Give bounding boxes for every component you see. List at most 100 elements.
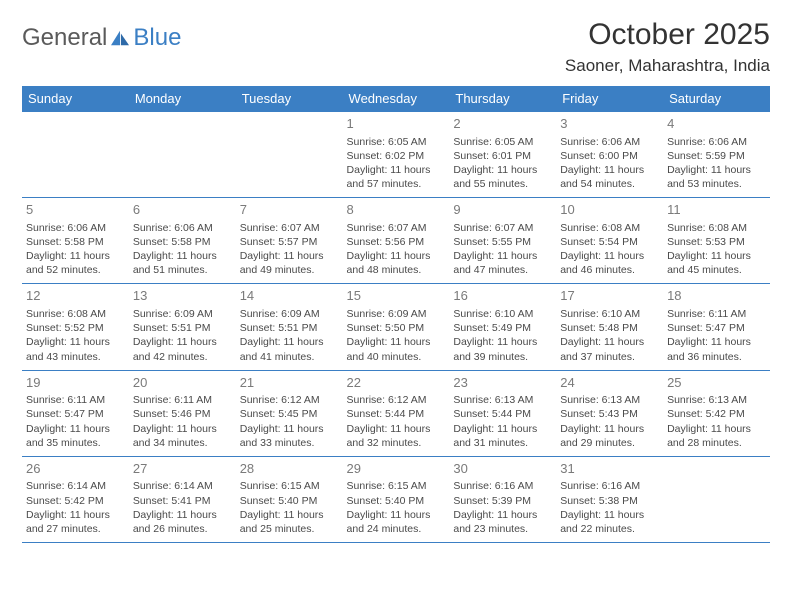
sunset-line: Sunset: 5:58 PM (26, 235, 125, 249)
sunrise-line: Sunrise: 6:10 AM (560, 307, 659, 321)
calendar-day-cell: 18Sunrise: 6:11 AMSunset: 5:47 PMDayligh… (663, 284, 770, 370)
sunrise-line: Sunrise: 6:14 AM (26, 479, 125, 493)
sunrise-line: Sunrise: 6:12 AM (240, 393, 339, 407)
sunrise-line: Sunrise: 6:09 AM (133, 307, 232, 321)
weekday-header: Saturday (663, 86, 770, 112)
weekday-header: Thursday (449, 86, 556, 112)
daylight-line: Daylight: 11 hours and 32 minutes. (347, 422, 446, 450)
sunrise-line: Sunrise: 6:07 AM (347, 221, 446, 235)
daylight-line: Daylight: 11 hours and 34 minutes. (133, 422, 232, 450)
day-number: 18 (667, 287, 766, 305)
calendar-week-row: 19Sunrise: 6:11 AMSunset: 5:47 PMDayligh… (22, 370, 770, 456)
sunrise-line: Sunrise: 6:06 AM (667, 135, 766, 149)
daylight-line: Daylight: 11 hours and 24 minutes. (347, 508, 446, 536)
sunset-line: Sunset: 5:59 PM (667, 149, 766, 163)
day-number: 22 (347, 374, 446, 392)
calendar-empty-cell (663, 456, 770, 542)
month-title: October 2025 (565, 18, 770, 52)
day-number: 3 (560, 115, 659, 133)
day-number: 25 (667, 374, 766, 392)
day-number: 23 (453, 374, 552, 392)
sunset-line: Sunset: 5:38 PM (560, 494, 659, 508)
sunrise-line: Sunrise: 6:08 AM (26, 307, 125, 321)
sunset-line: Sunset: 5:49 PM (453, 321, 552, 335)
sunset-line: Sunset: 5:40 PM (240, 494, 339, 508)
weekday-header: Sunday (22, 86, 129, 112)
sunrise-line: Sunrise: 6:13 AM (453, 393, 552, 407)
sunrise-line: Sunrise: 6:10 AM (453, 307, 552, 321)
day-number: 24 (560, 374, 659, 392)
sunset-line: Sunset: 5:50 PM (347, 321, 446, 335)
daylight-line: Daylight: 11 hours and 51 minutes. (133, 249, 232, 277)
sunset-line: Sunset: 5:51 PM (133, 321, 232, 335)
calendar-empty-cell (129, 112, 236, 198)
calendar-day-cell: 9Sunrise: 6:07 AMSunset: 5:55 PMDaylight… (449, 198, 556, 284)
day-number: 30 (453, 460, 552, 478)
day-number: 8 (347, 201, 446, 219)
sunrise-line: Sunrise: 6:09 AM (347, 307, 446, 321)
weekday-header: Friday (556, 86, 663, 112)
sunrise-line: Sunrise: 6:15 AM (240, 479, 339, 493)
day-number: 11 (667, 201, 766, 219)
sunrise-line: Sunrise: 6:15 AM (347, 479, 446, 493)
calendar-day-cell: 23Sunrise: 6:13 AMSunset: 5:44 PMDayligh… (449, 370, 556, 456)
sunset-line: Sunset: 5:43 PM (560, 407, 659, 421)
sunrise-line: Sunrise: 6:16 AM (560, 479, 659, 493)
sunrise-line: Sunrise: 6:13 AM (667, 393, 766, 407)
day-number: 31 (560, 460, 659, 478)
calendar-day-cell: 26Sunrise: 6:14 AMSunset: 5:42 PMDayligh… (22, 456, 129, 542)
day-number: 16 (453, 287, 552, 305)
daylight-line: Daylight: 11 hours and 53 minutes. (667, 163, 766, 191)
day-number: 9 (453, 201, 552, 219)
sunset-line: Sunset: 5:55 PM (453, 235, 552, 249)
sunset-line: Sunset: 5:47 PM (26, 407, 125, 421)
daylight-line: Daylight: 11 hours and 36 minutes. (667, 335, 766, 363)
brand-part1: General (22, 24, 107, 52)
day-number: 2 (453, 115, 552, 133)
weekday-header: Monday (129, 86, 236, 112)
weekday-row: SundayMondayTuesdayWednesdayThursdayFrid… (22, 86, 770, 112)
sunrise-line: Sunrise: 6:05 AM (453, 135, 552, 149)
sunset-line: Sunset: 5:52 PM (26, 321, 125, 335)
sunset-line: Sunset: 5:44 PM (453, 407, 552, 421)
calendar-day-cell: 3Sunrise: 6:06 AMSunset: 6:00 PMDaylight… (556, 112, 663, 198)
daylight-line: Daylight: 11 hours and 37 minutes. (560, 335, 659, 363)
calendar-day-cell: 15Sunrise: 6:09 AMSunset: 5:50 PMDayligh… (343, 284, 450, 370)
brand-part2: Blue (133, 24, 181, 52)
day-number: 1 (347, 115, 446, 133)
sunset-line: Sunset: 5:46 PM (133, 407, 232, 421)
sunset-line: Sunset: 5:57 PM (240, 235, 339, 249)
daylight-line: Daylight: 11 hours and 28 minutes. (667, 422, 766, 450)
daylight-line: Daylight: 11 hours and 31 minutes. (453, 422, 552, 450)
calendar-day-cell: 14Sunrise: 6:09 AMSunset: 5:51 PMDayligh… (236, 284, 343, 370)
day-number: 15 (347, 287, 446, 305)
sunset-line: Sunset: 5:44 PM (347, 407, 446, 421)
calendar-day-cell: 1Sunrise: 6:05 AMSunset: 6:02 PMDaylight… (343, 112, 450, 198)
sunrise-line: Sunrise: 6:11 AM (667, 307, 766, 321)
daylight-line: Daylight: 11 hours and 47 minutes. (453, 249, 552, 277)
header: General Blue October 2025 Saoner, Mahara… (22, 18, 770, 76)
calendar-day-cell: 31Sunrise: 6:16 AMSunset: 5:38 PMDayligh… (556, 456, 663, 542)
day-number: 27 (133, 460, 232, 478)
calendar-week-row: 1Sunrise: 6:05 AMSunset: 6:02 PMDaylight… (22, 112, 770, 198)
sunrise-line: Sunrise: 6:13 AM (560, 393, 659, 407)
calendar-day-cell: 20Sunrise: 6:11 AMSunset: 5:46 PMDayligh… (129, 370, 236, 456)
calendar-day-cell: 16Sunrise: 6:10 AMSunset: 5:49 PMDayligh… (449, 284, 556, 370)
calendar-day-cell: 25Sunrise: 6:13 AMSunset: 5:42 PMDayligh… (663, 370, 770, 456)
daylight-line: Daylight: 11 hours and 42 minutes. (133, 335, 232, 363)
daylight-line: Daylight: 11 hours and 29 minutes. (560, 422, 659, 450)
daylight-line: Daylight: 11 hours and 54 minutes. (560, 163, 659, 191)
daylight-line: Daylight: 11 hours and 23 minutes. (453, 508, 552, 536)
sunset-line: Sunset: 5:45 PM (240, 407, 339, 421)
calendar-week-row: 26Sunrise: 6:14 AMSunset: 5:42 PMDayligh… (22, 456, 770, 542)
sunrise-line: Sunrise: 6:09 AM (240, 307, 339, 321)
day-number: 29 (347, 460, 446, 478)
calendar-day-cell: 7Sunrise: 6:07 AMSunset: 5:57 PMDaylight… (236, 198, 343, 284)
sunrise-line: Sunrise: 6:06 AM (26, 221, 125, 235)
sunset-line: Sunset: 6:01 PM (453, 149, 552, 163)
day-number: 4 (667, 115, 766, 133)
sunset-line: Sunset: 6:00 PM (560, 149, 659, 163)
daylight-line: Daylight: 11 hours and 26 minutes. (133, 508, 232, 536)
location: Saoner, Maharashtra, India (565, 56, 770, 76)
calendar-day-cell: 12Sunrise: 6:08 AMSunset: 5:52 PMDayligh… (22, 284, 129, 370)
